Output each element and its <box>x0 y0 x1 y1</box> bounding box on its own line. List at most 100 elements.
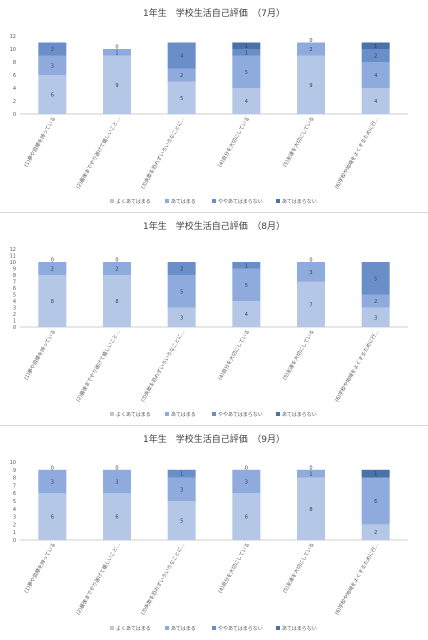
data-label: 0 <box>309 258 312 264</box>
bar-segment <box>232 301 261 327</box>
bar-segment <box>103 49 131 56</box>
bar-segment <box>297 55 325 114</box>
y-tick-label: 11 <box>10 254 16 260</box>
category-label: (1)夢や目標を持っている <box>23 116 57 169</box>
bar-segment <box>361 524 390 540</box>
data-label: 7 <box>309 302 312 308</box>
bar-segment <box>297 42 325 56</box>
data-label: 4 <box>245 312 248 318</box>
data-label: 8 <box>309 507 312 513</box>
category-label: (4)自分を大切にしている <box>217 329 252 382</box>
y-tick-label: 10 <box>10 260 16 266</box>
bar-segment <box>167 81 196 114</box>
data-label: 1 <box>115 50 118 56</box>
data-label: 2 <box>180 267 183 273</box>
bar-segment <box>232 42 261 49</box>
data-label: 3 <box>180 487 183 493</box>
bar-segment <box>167 262 196 275</box>
data-label: 4 <box>374 99 377 105</box>
bar-segment <box>297 469 325 478</box>
legend-entry: あてはまる <box>171 626 196 632</box>
bar-segment <box>38 75 67 114</box>
category-label: (6)学校や地域をよくするために行… <box>333 116 380 191</box>
y-tick-label: 1 <box>13 319 16 325</box>
y-tick-label: 1 <box>13 530 16 536</box>
bar-segment <box>167 275 196 308</box>
legend-entry: ややあてはまらない <box>218 625 263 632</box>
bar-segment <box>167 42 196 69</box>
legend-entry: ややあてはまらない <box>218 411 263 418</box>
bar-segment <box>167 68 196 82</box>
data-label: 9 <box>115 83 118 89</box>
data-label: 1 <box>180 472 183 478</box>
bar-segment <box>167 501 196 540</box>
legend-swatch <box>110 626 114 630</box>
y-tick-label: 7 <box>13 280 16 286</box>
legend-entry: ややあてはまらない <box>218 198 263 205</box>
y-tick-label: 6 <box>13 286 16 292</box>
legend-swatch <box>110 412 114 416</box>
data-label: 1 <box>245 50 248 56</box>
category-label: (2)最後までやり遂げて嬉しいこと… <box>75 116 122 191</box>
data-label: 5 <box>374 276 377 282</box>
legend-swatch <box>165 412 169 416</box>
legend-swatch <box>165 626 169 630</box>
legend-entry: よくあてはまる <box>116 626 151 632</box>
bar-segment <box>38 55 67 75</box>
data-label: 3 <box>51 480 54 486</box>
category-label: (4)自分を大切にしている <box>217 542 252 595</box>
data-label: 4 <box>180 54 183 60</box>
bar-segment <box>38 275 67 327</box>
category-label: (5)友達を大切にしている <box>281 329 316 382</box>
chart-july: 1年生 学校生活自己評価 （7月）024681012632(1)夢や目標を持って… <box>10 7 408 205</box>
chart-september: 1年生 学校生活自己評価 （9月）012345678910630(1)夢や目標を… <box>10 433 408 632</box>
data-label: 0 <box>115 465 118 471</box>
y-tick-label: 6 <box>13 73 16 79</box>
data-label: 3 <box>309 270 312 276</box>
bar-segment <box>361 307 390 327</box>
y-tick-label: 7 <box>13 483 16 489</box>
y-tick-label: 8 <box>13 60 16 66</box>
data-label: 1 <box>374 472 377 478</box>
data-label: 8 <box>115 299 118 305</box>
bar-segment <box>167 307 196 327</box>
data-label: 0 <box>309 38 312 44</box>
data-label: 6 <box>245 515 248 521</box>
category-label: (3)失敗を恐れずいろいろなことに… <box>139 329 186 404</box>
data-label: 1 <box>309 472 312 478</box>
legend-swatch <box>276 412 280 416</box>
bar-segment <box>297 477 325 540</box>
bar-segment <box>361 262 390 295</box>
y-tick-label: 3 <box>13 515 16 521</box>
bar-segment <box>167 469 196 478</box>
legend-swatch <box>212 199 216 203</box>
y-tick-label: 8 <box>13 273 16 279</box>
bar-segment <box>38 469 67 494</box>
chart-panel-july: 1年生 学校生活自己評価 （7月） 0 2 4 6 8 10 12 6 3 2 (1)夢や目標を持って… <box>0 0 428 213</box>
data-label: 5 <box>180 519 183 525</box>
bar-segment <box>103 275 131 327</box>
bar-segment <box>103 262 131 275</box>
data-label: 3 <box>245 480 248 486</box>
legend-entry: あてはまらない <box>282 198 317 205</box>
bar-segment <box>232 55 261 88</box>
bar-segment <box>361 62 390 88</box>
data-label: 9 <box>309 83 312 89</box>
category-label: (5)友達を大切にしている <box>281 542 316 595</box>
data-label: 2 <box>374 54 377 60</box>
legend-entry: あてはまる <box>171 412 196 418</box>
data-label: 0 <box>51 258 54 264</box>
bar-segment <box>361 88 390 114</box>
legend-entry: あてはまらない <box>282 411 317 418</box>
data-label: 5 <box>180 96 183 102</box>
y-tick-label: 0 <box>13 325 16 331</box>
bar-segment <box>232 493 261 540</box>
legend-entry: よくあてはまる <box>116 412 151 418</box>
y-tick-label: 2 <box>13 522 16 528</box>
data-label: 6 <box>51 93 54 99</box>
bar-segment <box>103 469 131 494</box>
data-label: 1 <box>374 44 377 50</box>
y-tick-label: 6 <box>13 491 16 497</box>
bar-segment <box>232 262 261 269</box>
y-tick-label: 0 <box>13 538 16 544</box>
